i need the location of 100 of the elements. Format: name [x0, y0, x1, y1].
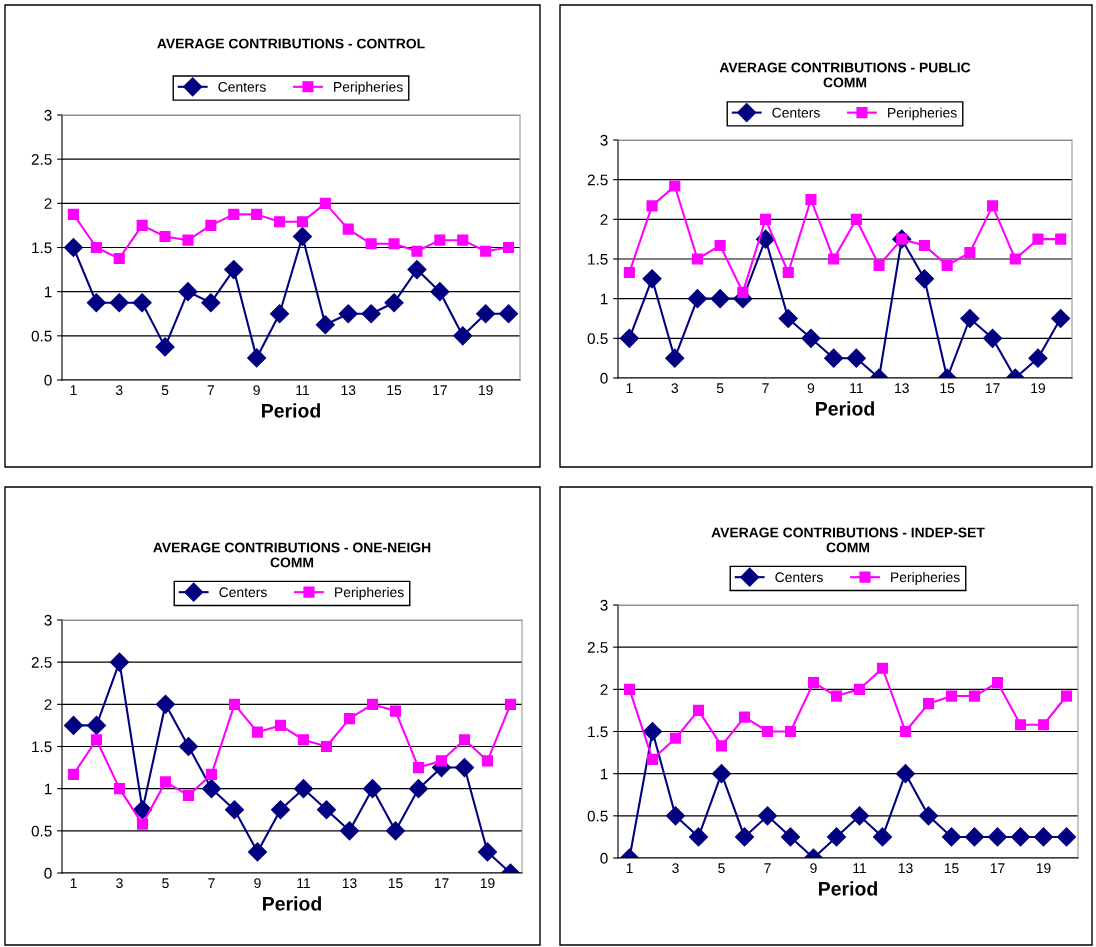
x-tick-label: 13 [341, 385, 356, 396]
x-axis-title: Period [262, 403, 320, 418]
x-tick-label: 3 [671, 383, 678, 394]
chart-title: AVERAGE CONTRIBUTIONS - PUBLIC COMM [719, 62, 971, 88]
point [1051, 308, 1071, 329]
x-tick-label: 17 [985, 383, 1000, 393]
point [623, 266, 635, 279]
point [389, 705, 402, 717]
point [922, 698, 935, 710]
point [991, 677, 1004, 689]
point [247, 842, 268, 862]
point [228, 208, 240, 220]
point [1056, 827, 1077, 847]
point [109, 652, 130, 672]
x-tick-label: 1 [626, 863, 633, 873]
point [113, 252, 125, 265]
point [458, 734, 471, 746]
point [339, 821, 360, 841]
point [983, 328, 1003, 348]
point [159, 776, 172, 788]
legend-label: Peripheries [335, 586, 404, 600]
point [691, 253, 704, 265]
y-tick-label: 0 [600, 852, 608, 864]
point [941, 259, 953, 271]
point [63, 237, 83, 258]
point [642, 721, 663, 742]
x-tick-label: 11 [853, 863, 867, 873]
point [178, 282, 198, 302]
y-tick-label: 2 [44, 699, 52, 710]
point [136, 219, 148, 231]
y-tick-label: 0.5 [587, 333, 608, 345]
x-tick-label: 7 [208, 878, 215, 888]
y-tick-label: 0 [44, 374, 52, 386]
point [846, 348, 866, 368]
x-tick-label: 19 [1036, 863, 1051, 874]
y-tick-label: 2.5 [587, 642, 608, 653]
legend-label: Centers [775, 572, 823, 583]
point [316, 800, 337, 820]
point [807, 677, 820, 689]
point [710, 289, 730, 309]
x-tick-label: 7 [762, 383, 769, 393]
point [182, 234, 194, 246]
x-tick-label: 7 [207, 385, 215, 395]
point [67, 768, 80, 780]
point [224, 260, 244, 280]
point [342, 223, 354, 235]
point [784, 725, 797, 738]
point [178, 736, 199, 757]
x-tick-label: 1 [70, 878, 77, 888]
point [1028, 348, 1048, 368]
point [899, 725, 912, 738]
x-tick-label: 19 [1031, 383, 1046, 394]
y-tick-label: 2 [600, 684, 608, 695]
point [86, 715, 107, 735]
point [964, 827, 985, 847]
point [273, 216, 286, 228]
point [918, 239, 931, 252]
point [205, 768, 218, 780]
point [761, 725, 774, 738]
point [201, 293, 221, 313]
x-tick-label: 17 [434, 878, 449, 888]
point [801, 328, 821, 348]
point [385, 821, 406, 841]
chart-title: AVERAGE CONTRIBUTIONS - CONTROL [157, 38, 425, 49]
point [412, 762, 425, 774]
x-tick-label: 1 [70, 385, 77, 395]
point [293, 779, 314, 799]
y-tick-label: 1.5 [32, 741, 52, 753]
x-tick-label: 7 [764, 863, 771, 873]
legend-label: Peripheries [334, 81, 403, 95]
point [319, 197, 331, 209]
chart-title: AVERAGE CONTRIBUTIONS - INDEP-SET COMM [711, 527, 985, 553]
point [435, 755, 448, 767]
point [453, 326, 473, 346]
y-tick-label: 2 [44, 198, 52, 209]
x-tick-label: 3 [115, 385, 123, 396]
point [182, 789, 195, 801]
x-tick-label: 3 [116, 878, 123, 889]
x-tick-label: 1 [626, 383, 633, 393]
point [365, 238, 377, 250]
point [642, 269, 662, 289]
x-tick-label: 9 [810, 863, 817, 874]
y-tick-label: 1 [44, 783, 52, 795]
point [361, 304, 381, 324]
point [430, 282, 450, 302]
y-tick-label: 3 [44, 614, 52, 626]
point [499, 304, 519, 324]
point [669, 732, 682, 744]
x-tick-label: 5 [161, 385, 169, 396]
point [1009, 253, 1021, 265]
point [1037, 719, 1050, 731]
x-tick-label: 5 [162, 878, 169, 889]
point [987, 827, 1008, 847]
point [454, 758, 475, 778]
point [411, 245, 423, 257]
x-tick-label: 11 [296, 385, 309, 395]
point [805, 193, 817, 206]
point [90, 734, 103, 746]
y-tick-label: 1.5 [588, 726, 608, 738]
point [63, 715, 84, 735]
